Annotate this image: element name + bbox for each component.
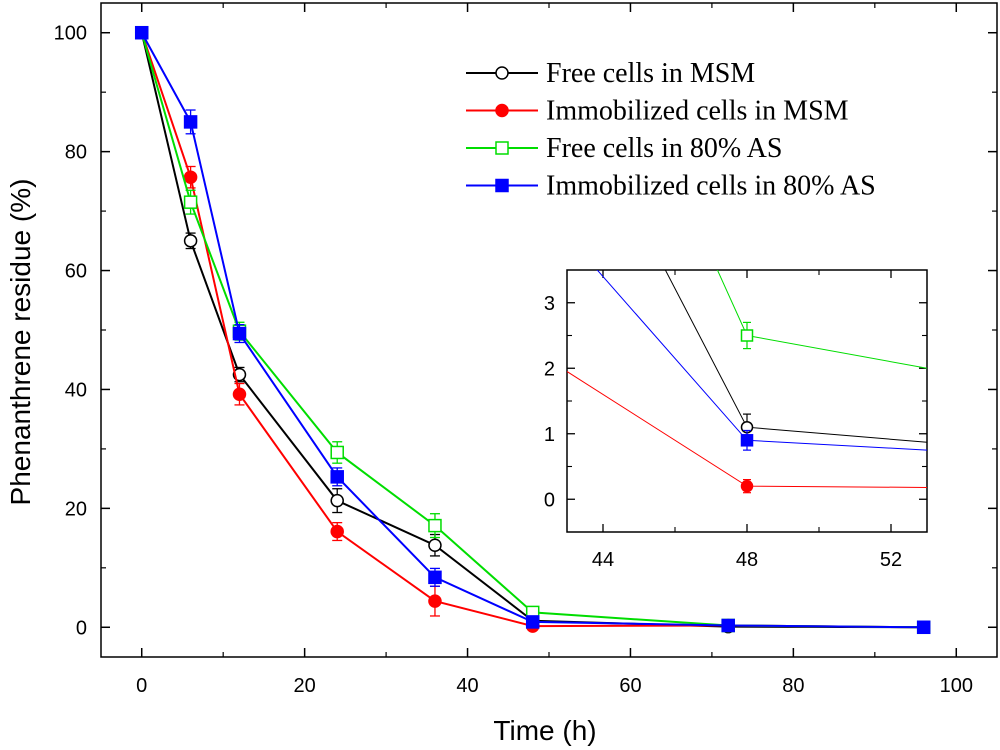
inset-x-tick-label: 48 <box>736 549 758 571</box>
legend-label: Immobilized cells in MSM <box>546 96 849 127</box>
legend-item-immobilized-cells-in-80-as: Immobilized cells in 80% AS <box>466 171 876 202</box>
legend-label: Free cells in 80% AS <box>546 133 782 164</box>
y-tick-label: 60 <box>65 261 87 283</box>
legend-item-free-cells-in-msm: Free cells in MSM <box>466 58 755 89</box>
legend-label: Immobilized cells in 80% AS <box>546 171 876 202</box>
inset-plot: 44 48 52 0 1 2 3 <box>544 269 928 571</box>
data-point <box>428 570 442 585</box>
data-point <box>330 445 344 460</box>
x-tick-label: 60 <box>619 675 641 697</box>
x-tick-label: 0 <box>136 675 147 697</box>
data-point <box>330 524 344 539</box>
inset-y-tick-label: 0 <box>544 489 555 511</box>
y-tick-label: 80 <box>65 142 87 164</box>
inset-series-free-cells-in-80-as <box>716 270 927 369</box>
x-tick-label: 40 <box>456 675 478 697</box>
inset-x-tick-label: 44 <box>592 549 614 571</box>
data-point <box>916 620 931 635</box>
inset-series-immobilized-cells-in-80-as <box>596 270 927 451</box>
legend-marker <box>495 178 509 193</box>
y-tick-label: 0 <box>76 617 87 639</box>
inset-y-tick-label: 3 <box>544 293 555 315</box>
data-point <box>428 594 442 608</box>
x-axis-title: Time (h) <box>493 715 596 746</box>
y-tick-label: 100 <box>54 23 87 45</box>
inset-data-point <box>740 479 754 493</box>
data-point <box>232 387 247 401</box>
legend-item-free-cells-in-80-as: Free cells in 80% AS <box>466 133 782 164</box>
data-point <box>330 493 344 508</box>
inset-y-tick-label: 2 <box>544 358 555 380</box>
x-tick-label: 100 <box>940 675 973 697</box>
legend-marker <box>495 103 509 118</box>
data-point <box>428 518 442 533</box>
data-point <box>183 115 198 129</box>
inset-data-point <box>740 434 754 447</box>
y-tick-label: 40 <box>65 379 87 401</box>
legend-marker <box>495 141 509 155</box>
legend-item-immobilized-cells-in-msm: Immobilized cells in MSM <box>466 96 849 127</box>
data-point <box>134 25 149 40</box>
data-point <box>183 170 198 184</box>
data-point <box>721 618 735 633</box>
y-axis-title: Phenanthrene residue (%) <box>5 179 36 506</box>
data-point <box>330 470 344 484</box>
inset-y-tick-label: 1 <box>544 424 555 446</box>
data-point <box>232 326 247 341</box>
inset-x-tick-label: 52 <box>880 549 902 571</box>
data-point <box>183 234 198 248</box>
y-tick-label: 20 <box>65 498 87 520</box>
x-tick-label: 80 <box>782 675 804 697</box>
series-line <box>140 32 924 629</box>
inset-data-point <box>740 329 754 342</box>
data-point <box>525 615 540 629</box>
legend-label: Free cells in MSM <box>546 58 755 89</box>
legend-marker <box>495 66 509 80</box>
series-line <box>140 32 924 629</box>
legend: Free cells in MSM Immobilized cells in MS… <box>466 58 876 202</box>
data-point <box>183 195 198 209</box>
data-point <box>428 538 442 552</box>
inset-series-immobilized-cells-in-msm <box>567 370 927 494</box>
x-tick-label: 20 <box>294 675 316 697</box>
series-immobilized-cells-in-80-as <box>134 25 931 635</box>
